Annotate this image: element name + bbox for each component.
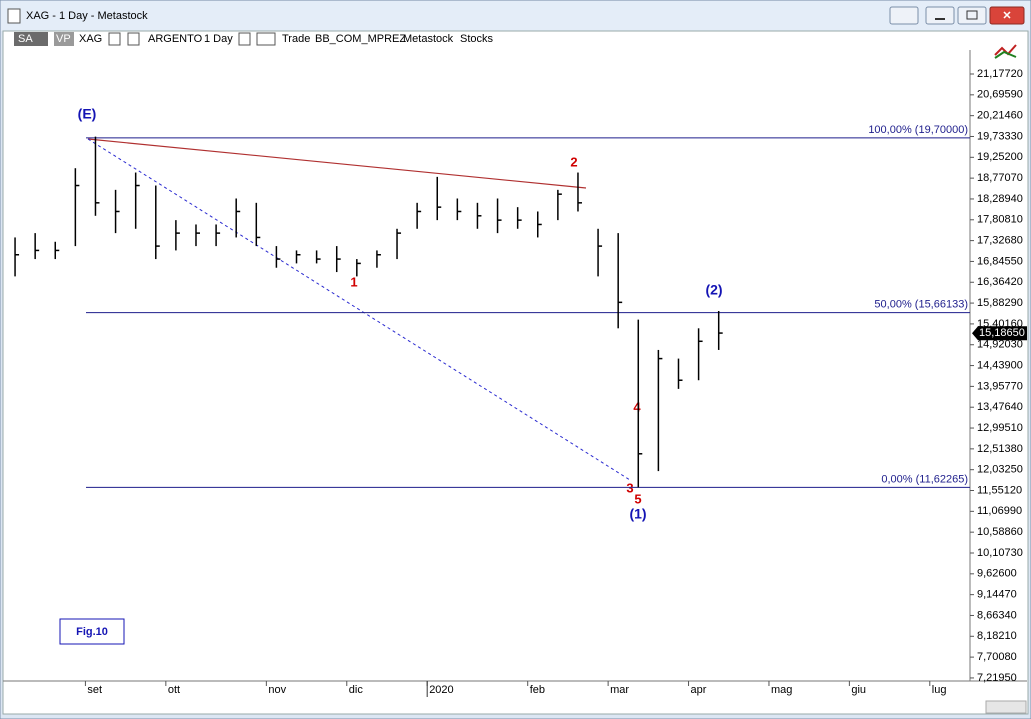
maximize-icon	[966, 10, 978, 20]
y-tick-label: 20,69590	[977, 89, 1023, 101]
annotation: (E)	[78, 106, 97, 122]
y-tick-label: 18,28940	[977, 193, 1023, 205]
toolbar-item: Trade	[282, 33, 310, 45]
trend-line	[87, 138, 631, 481]
y-tick-label: 10,10730	[977, 547, 1023, 559]
x-tick-label: apr	[691, 684, 707, 696]
figure-label: Fig.10	[76, 626, 108, 638]
y-tick-label: 14,43900	[977, 359, 1023, 371]
x-tick-label: set	[87, 684, 102, 696]
x-tick-label: nov	[268, 684, 286, 696]
dropdown[interactable]	[108, 32, 121, 46]
y-tick-label: 14,92030	[977, 339, 1023, 351]
y-tick-label: 16,84550	[977, 255, 1023, 267]
y-tick-label: 18,77070	[977, 172, 1023, 184]
toolbar-item: BB_COM_MPREZ	[315, 33, 406, 45]
last-price-label: 15,18650	[979, 327, 1025, 339]
trend-line	[87, 138, 587, 189]
x-tick-label: mar	[610, 684, 629, 696]
dropdown[interactable]	[256, 32, 276, 46]
y-tick-label: 12,03250	[977, 464, 1023, 476]
x-tick-label: 2020	[429, 684, 453, 696]
annotation: 4	[633, 399, 641, 414]
app-icon	[7, 8, 21, 24]
tool-icon[interactable]	[994, 44, 1017, 59]
fib-label: 100,00% (19,70000)	[868, 124, 968, 136]
y-tick-label: 7,70080	[977, 651, 1017, 663]
toolbar-item[interactable]: SA	[18, 33, 33, 45]
x-tick-label: feb	[530, 684, 545, 696]
y-tick-label: 20,21460	[977, 110, 1023, 122]
fib-label: 0,00% (11,62265)	[881, 473, 968, 485]
toolbar-item: Metastock	[403, 33, 454, 45]
dropdown[interactable]	[127, 32, 140, 46]
y-tick-label: 12,51380	[977, 443, 1023, 455]
layout-button[interactable]	[889, 6, 919, 25]
window-controls[interactable]: ✕	[889, 6, 1025, 25]
close-button[interactable]	[989, 6, 1025, 25]
vp-button[interactable]	[54, 32, 74, 46]
figure-label-box	[59, 618, 125, 645]
sa-button[interactable]	[14, 32, 48, 46]
last-price-marker	[972, 326, 1027, 341]
tool-icon-line	[994, 50, 1017, 59]
x-tick-label: lug	[932, 684, 947, 696]
toolbar-item: XAG	[79, 33, 102, 45]
x-tick-label: mag	[771, 684, 792, 696]
y-tick-label: 12,99510	[977, 422, 1023, 434]
toolbar-item: ARGENTO	[148, 33, 203, 45]
y-tick-label: 11,55120	[977, 484, 1022, 496]
y-tick-label: 10,58860	[977, 526, 1023, 538]
chart-panel	[2, 30, 1029, 715]
toolbar-item: 1 Day	[204, 33, 233, 45]
y-tick-label: 9,62600	[977, 568, 1017, 580]
annotation: (2)	[705, 282, 722, 298]
y-tick-label: 7,21950	[977, 672, 1017, 684]
annotation: 1	[350, 274, 357, 289]
title-bar	[1, 1, 1030, 31]
tool-icon-line	[994, 44, 1017, 56]
x-tick-label: ott	[168, 684, 180, 696]
y-tick-label: 8,18210	[977, 630, 1017, 642]
annotation: (1)	[629, 506, 646, 522]
y-tick-label: 16,36420	[977, 276, 1023, 288]
y-tick-label: 19,25200	[977, 151, 1023, 163]
scrollbar[interactable]	[985, 700, 1027, 714]
annotation: 3	[626, 480, 633, 495]
toolbar-item: Stocks	[460, 33, 494, 45]
y-tick-label: 15,88290	[977, 297, 1023, 309]
minimize-button[interactable]	[925, 6, 955, 25]
y-tick-label: 8,66340	[977, 609, 1017, 621]
y-tick-label: 17,80810	[977, 214, 1023, 226]
annotation: 2	[570, 154, 577, 169]
fib-label: 50,00% (15,66133)	[874, 299, 968, 311]
y-tick-label: 13,47640	[977, 401, 1023, 413]
toolbar-item[interactable]: VP	[56, 33, 71, 45]
y-tick-label: 19,73330	[977, 130, 1023, 142]
y-tick-label: 13,95770	[977, 380, 1023, 392]
x-tick-label: dic	[349, 684, 364, 696]
annotation: 5	[634, 491, 641, 506]
y-tick-label: 11,06990	[977, 505, 1022, 517]
maximize-button[interactable]	[957, 6, 987, 25]
close-icon: ✕	[1002, 10, 1011, 22]
x-tick-label: giu	[851, 684, 866, 696]
toolbar: SA VP XAG ARGENTO 1 Day Trade BB_COM_MPR…	[14, 32, 494, 46]
y-tick-label: 17,32680	[977, 235, 1023, 247]
dropdown[interactable]	[238, 32, 251, 46]
window-title: XAG - 1 Day - Metastock	[26, 10, 148, 22]
y-tick-label: 21,17720	[977, 68, 1023, 80]
y-tick-label: 9,14470	[977, 589, 1017, 601]
